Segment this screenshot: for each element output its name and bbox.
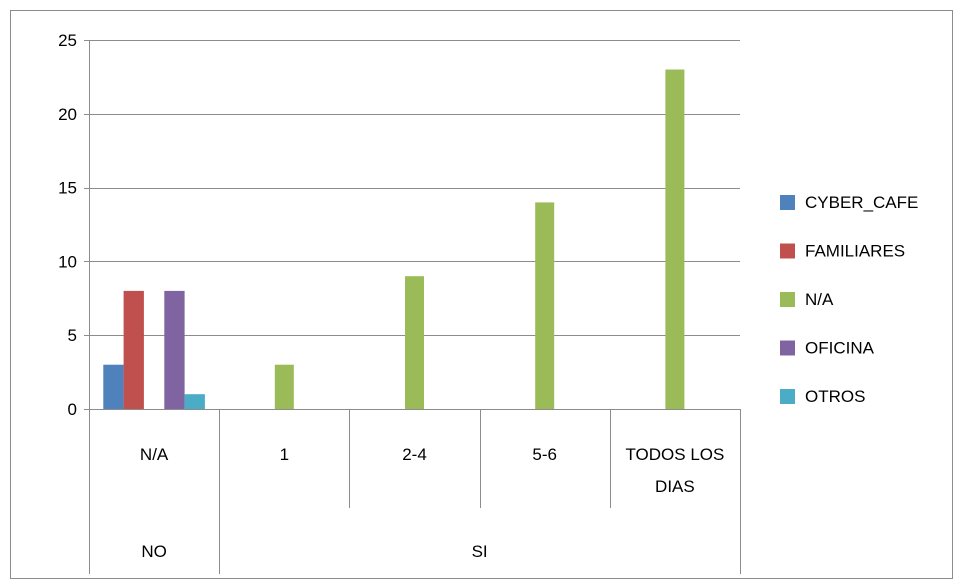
legend-label: CYBER_CAFE [805,193,918,212]
y-tick-label: 10 [58,252,77,271]
x-category-label: 2-4 [402,445,427,464]
axes [84,40,741,574]
y-tick-label: 0 [68,400,77,419]
bar-otros-0 [184,394,205,409]
x-category-labels: N/A 1 2-4 5-6 TODOS LOS DIAS NO SI [140,445,724,561]
y-tick-label: 20 [58,105,77,124]
bar-familiares-0 [123,290,144,409]
legend-swatch [780,243,795,259]
x-group-label: SI [472,542,488,561]
bar-n-a-4 [665,69,685,409]
legend-label: OTROS [805,387,865,406]
legend-label: FAMILIARES [805,242,905,261]
bar-oficina-0 [164,290,185,409]
x-category-label: TODOS LOS DIAS [625,445,724,496]
x-category-label: 1 [280,445,289,464]
y-tick-label: 15 [58,179,77,198]
x-category-label: 5-6 [532,445,557,464]
bar-n-a-3 [535,202,555,409]
y-tick-labels: 0 5 10 15 20 25 [58,31,77,419]
legend-label: OFICINA [805,339,875,358]
y-tick-label: 25 [58,31,77,50]
bar-cyber-cafe-0 [103,364,124,409]
legend-swatch [780,340,795,356]
legend-swatch [780,195,795,210]
legend-swatch [780,389,795,404]
legend-label: N/A [805,290,834,309]
x-group-label: NO [141,542,167,561]
legend: CYBER_CAFE FAMILIARES N/A OFICINA OTROS [780,193,918,406]
bar-n-a-1 [274,364,294,409]
y-tick-label: 5 [68,326,77,345]
legend-swatch [780,292,795,307]
bars [103,69,685,409]
bar-n-a-2 [405,276,424,409]
gridlines [89,40,740,410]
x-category-label: N/A [140,445,169,464]
